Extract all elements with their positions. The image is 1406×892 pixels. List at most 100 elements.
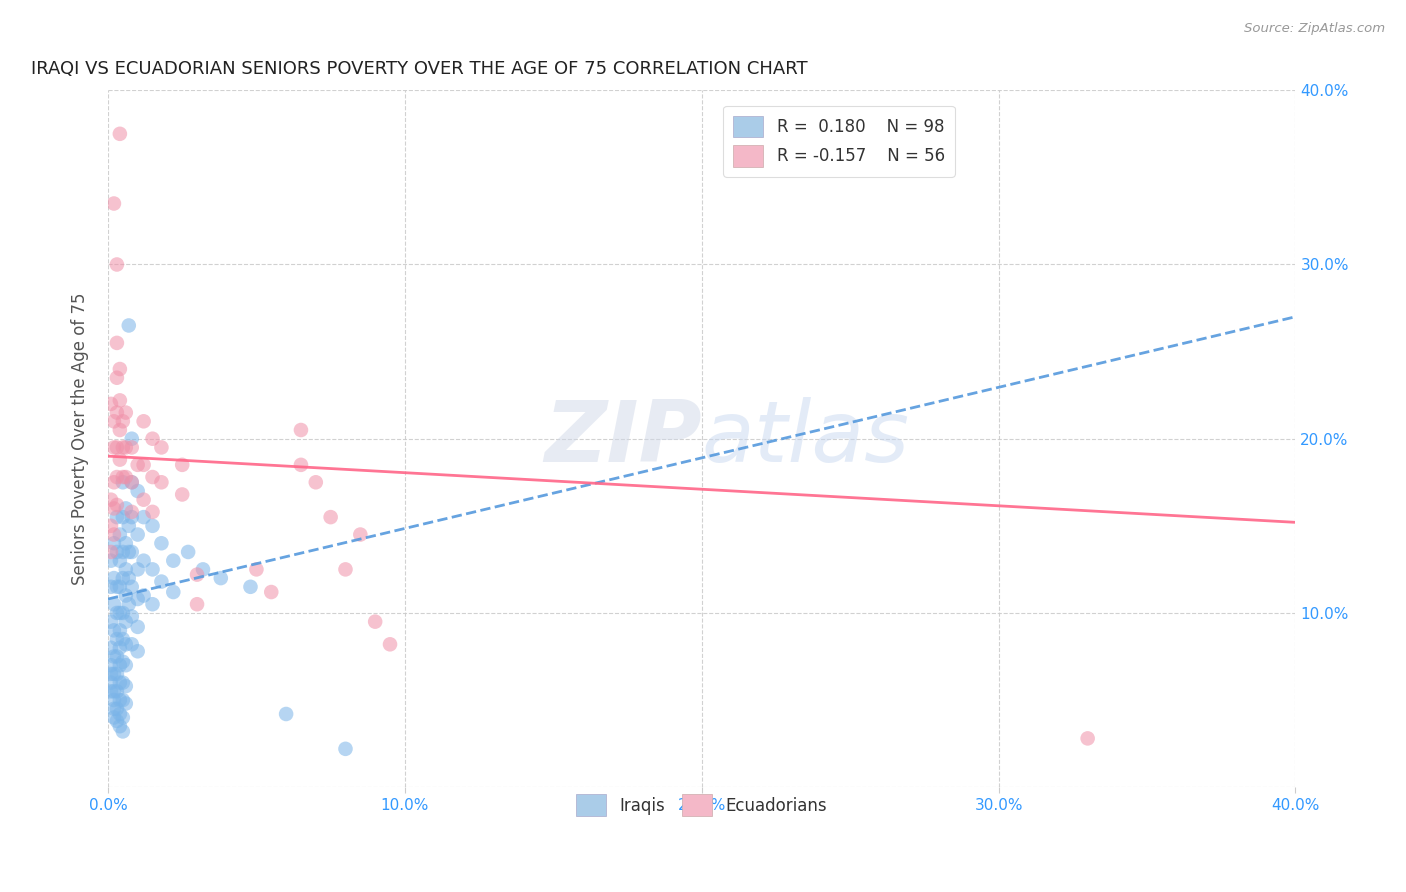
Point <box>105 370 128 384</box>
Point <box>260 585 283 599</box>
Text: IRAQI VS ECUADORIAN SENIORS POVERTY OVER THE AGE OF 75 CORRELATION CHART: IRAQI VS ECUADORIAN SENIORS POVERTY OVER… <box>31 60 807 78</box>
Point <box>239 580 262 594</box>
Point <box>111 510 134 524</box>
Point <box>105 258 128 272</box>
Point <box>378 637 401 651</box>
Point <box>108 362 131 376</box>
Point <box>100 615 122 629</box>
Point <box>127 458 149 472</box>
Point <box>172 458 194 472</box>
Point <box>100 675 122 690</box>
Point <box>108 127 131 141</box>
Point <box>186 597 208 611</box>
Point <box>127 562 149 576</box>
Point <box>118 597 141 611</box>
Point <box>132 589 155 603</box>
Point <box>103 684 125 698</box>
Point <box>114 697 136 711</box>
Point <box>132 510 155 524</box>
Point <box>105 649 128 664</box>
Point <box>105 510 128 524</box>
Point <box>132 492 155 507</box>
Point <box>121 609 143 624</box>
Point <box>209 571 232 585</box>
Point <box>150 574 173 589</box>
Point <box>290 458 312 472</box>
Point <box>108 706 131 721</box>
Text: Source: ZipAtlas.com: Source: ZipAtlas.com <box>1244 22 1385 36</box>
Point <box>172 487 194 501</box>
Point <box>162 554 184 568</box>
Point <box>103 624 125 638</box>
Point <box>103 527 125 541</box>
Point <box>127 592 149 607</box>
Point <box>114 589 136 603</box>
Point <box>141 470 163 484</box>
Point <box>127 527 149 541</box>
Point <box>132 458 155 472</box>
Point <box>103 441 125 455</box>
Text: atlas: atlas <box>702 397 910 480</box>
Point <box>103 475 125 490</box>
Point <box>103 196 125 211</box>
Point <box>105 606 128 620</box>
Point <box>141 597 163 611</box>
Point <box>103 597 125 611</box>
Point <box>121 505 143 519</box>
Point <box>105 632 128 646</box>
Point <box>121 545 143 559</box>
Point <box>141 505 163 519</box>
Point <box>105 702 128 716</box>
Point <box>162 585 184 599</box>
Point <box>105 580 128 594</box>
Point <box>108 423 131 437</box>
Point <box>100 492 122 507</box>
Point <box>108 606 131 620</box>
Point <box>127 483 149 498</box>
Point <box>108 452 131 467</box>
Point <box>305 475 328 490</box>
Point <box>111 441 134 455</box>
Point <box>103 710 125 724</box>
Point <box>108 675 131 690</box>
Point <box>150 441 173 455</box>
Point <box>111 571 134 585</box>
Point <box>114 679 136 693</box>
Point <box>108 658 131 673</box>
Point <box>141 432 163 446</box>
Point <box>100 640 122 655</box>
Point <box>114 441 136 455</box>
Point <box>121 637 143 651</box>
Point <box>108 554 131 568</box>
Point <box>335 742 357 756</box>
Point <box>118 318 141 333</box>
Point <box>111 470 134 484</box>
Point <box>108 580 131 594</box>
Point <box>105 684 128 698</box>
Point <box>108 624 131 638</box>
Point <box>150 475 173 490</box>
Point <box>141 518 163 533</box>
Point <box>111 655 134 669</box>
Point <box>111 693 134 707</box>
Point <box>141 562 163 576</box>
Point <box>186 567 208 582</box>
Point <box>127 644 149 658</box>
Point <box>118 571 141 585</box>
Point <box>114 562 136 576</box>
Point <box>114 470 136 484</box>
Point <box>100 545 122 559</box>
Point <box>127 620 149 634</box>
Point <box>103 702 125 716</box>
Point <box>100 397 122 411</box>
Point <box>111 675 134 690</box>
Point <box>100 667 122 681</box>
Point <box>191 562 214 576</box>
Point <box>132 414 155 428</box>
Point <box>114 658 136 673</box>
Point <box>114 501 136 516</box>
Point <box>105 470 128 484</box>
Point <box>111 724 134 739</box>
Point <box>245 562 267 576</box>
Point <box>105 545 128 559</box>
